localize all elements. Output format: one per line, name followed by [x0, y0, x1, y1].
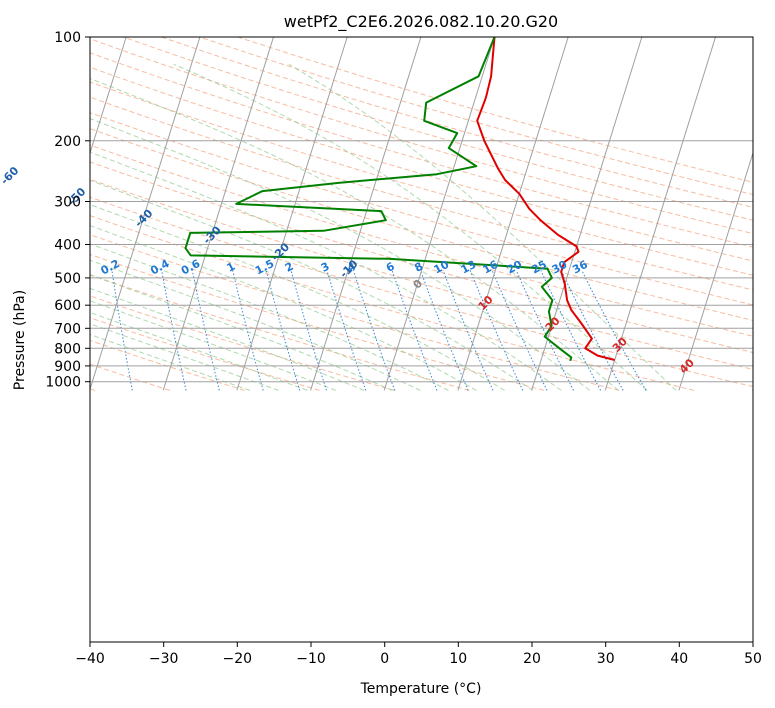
grid: [90, 37, 753, 391]
isotherm-line: [678, 151, 753, 391]
mixing-ratio-line: [191, 270, 220, 391]
moist-adiabat-line: [90, 151, 562, 391]
mixing-ratio-line: [326, 270, 367, 391]
y-tick-label: 900: [54, 359, 81, 375]
x-tick-label: −20: [223, 651, 253, 667]
x-tick-label: 0: [380, 651, 389, 667]
isotherm-line: [90, 37, 127, 155]
moist-adiabat-line: [90, 311, 308, 391]
dry-adiabat-line: [90, 112, 753, 306]
dry-adiabat-line: [90, 161, 753, 354]
dry-adiabat-line: [90, 128, 753, 321]
mixing-ratio-line: [111, 270, 133, 391]
dry-adiabat-line: [90, 96, 753, 291]
y-tick-label: 400: [54, 238, 81, 254]
x-tick-label: −40: [75, 651, 105, 667]
x-tick-label: −10: [296, 651, 326, 667]
mixing-ratio-label: 36: [570, 258, 590, 277]
isotherm-line: [162, 37, 275, 391]
isotherm-line: [752, 387, 753, 391]
chart-title: wetPf2_C2E6.2026.082.10.20.G20: [284, 12, 558, 32]
x-tick-label: −30: [149, 651, 179, 667]
y-tick-label: 500: [54, 271, 81, 287]
mixing-ratio-line: [265, 270, 301, 391]
dry-adiabat-line: [90, 253, 545, 391]
mixing-ratio-line: [515, 270, 574, 391]
mixing-ratio-line: [581, 270, 647, 391]
y-tick-label: 800: [54, 341, 81, 357]
mixing-ratio-label: 10: [432, 258, 452, 277]
moist-adiabat-line: [90, 118, 591, 391]
x-tick-label: 20: [523, 651, 541, 667]
mixing-ratio-label: 20: [505, 258, 525, 277]
mixing-ratio-label: 16: [481, 258, 501, 277]
mixing-ratio-line: [419, 270, 469, 391]
axes: −40 −30 −20 −10 0 10 20 30 40 50 100 200 300 400 500 60…: [45, 30, 762, 667]
mixing-ratio-label: 30: [550, 258, 570, 277]
y-tick-label: 100: [54, 30, 81, 46]
y-axis-label: Pressure (hPa): [12, 290, 28, 390]
mixing-ratio-line: [352, 270, 396, 391]
dewpoint-profile-line: [184, 37, 573, 362]
mixing-ratio-line: [469, 270, 524, 391]
mixing-ratio-line: [232, 270, 264, 391]
mixing-ratio-line: [391, 270, 438, 391]
y-tick-label: 200: [54, 134, 81, 150]
isotherm-line: [90, 37, 201, 391]
plot-frame: [89, 36, 754, 643]
y-tick-label: 600: [54, 298, 81, 314]
x-tick-label: 40: [670, 651, 688, 667]
y-tick-label: 300: [54, 195, 81, 211]
y-tick-label: 1000: [45, 375, 81, 391]
plot-area: [90, 37, 753, 642]
isotherm-line: [457, 37, 569, 391]
isotherm-line: [383, 37, 496, 391]
moist-adiabat-line: [90, 274, 393, 391]
y-tick-label: 700: [54, 321, 81, 337]
moist-adiabat-line: [90, 204, 505, 391]
x-axis-label: Temperature (°C): [360, 681, 482, 697]
mixing-ratio-label: 25: [529, 258, 549, 277]
isotherm-label: -60: [0, 164, 22, 187]
mixing-ratio-line: [161, 270, 187, 391]
isotherm-line: [531, 37, 643, 391]
x-tick-label: 50: [744, 651, 762, 667]
isotherm-line: [604, 37, 717, 391]
moist-adiabat-line: [90, 77, 619, 391]
mixing-ratio-line: [442, 270, 494, 391]
temperature-profile-line: [476, 37, 615, 361]
mixing-ratio-label: 13: [459, 258, 479, 277]
moist-adiabat-line: [90, 243, 449, 391]
moist-adiabat-line: [288, 63, 677, 391]
series-layer: [184, 37, 615, 362]
background-lines: [90, 37, 753, 391]
dry-adiabat-line: [90, 144, 753, 337]
x-tick-label: 10: [449, 651, 467, 667]
moist-adiabat-line: [90, 259, 421, 391]
isotherm-line: [236, 37, 348, 391]
x-tick-label: 30: [597, 651, 615, 667]
mixing-ratio-line: [491, 270, 548, 391]
mixing-ratio-line: [290, 270, 327, 391]
moist-adiabat-line: [173, 63, 648, 391]
moist-adiabat-line: [90, 179, 534, 391]
